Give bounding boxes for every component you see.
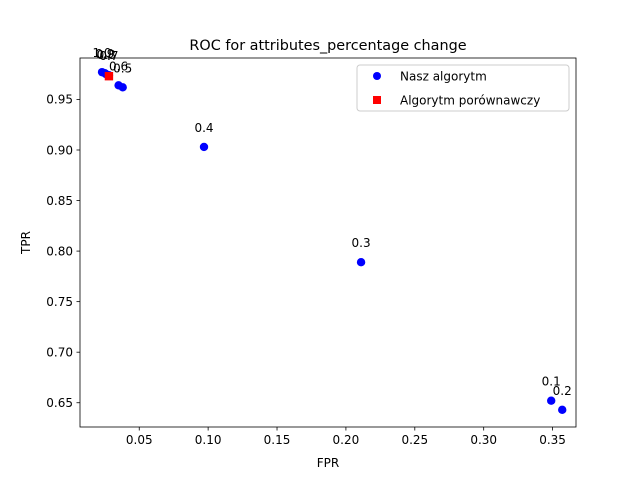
y-tick-label: 0.65 bbox=[46, 396, 73, 410]
series-1 bbox=[104, 71, 114, 81]
data-point-circle bbox=[97, 67, 107, 77]
point-annotation: 0.1 bbox=[542, 375, 561, 389]
y-tick-label: 0.95 bbox=[46, 93, 73, 107]
point-annotation: 0.2 bbox=[553, 384, 572, 398]
data-point-circle bbox=[558, 405, 567, 415]
x-tick-label: 0.10 bbox=[195, 433, 222, 447]
x-tick-label: 0.20 bbox=[333, 433, 360, 447]
data-point-square bbox=[104, 71, 114, 81]
plot-area: 0.10.20.30.40.50.60.70.80.91.0 bbox=[92, 46, 572, 415]
axes-frame bbox=[79, 57, 577, 428]
point-annotation: 0.3 bbox=[352, 236, 371, 250]
data-point-circle bbox=[547, 396, 556, 405]
series-0: 0.10.20.30.40.50.60.70.80.91.0 bbox=[92, 46, 572, 415]
point-annotation: 0.8 bbox=[97, 48, 116, 62]
legend-box bbox=[356, 64, 570, 112]
data-point-circle bbox=[356, 258, 366, 267]
x-axis-ticks: 0.05 0.10 0.15 0.20 0.25 0.30 0.35 bbox=[126, 427, 566, 447]
y-tick-label: 0.75 bbox=[46, 295, 73, 309]
data-point-circle bbox=[199, 142, 209, 152]
y-tick-label: 0.80 bbox=[46, 244, 73, 258]
point-annotation: 1.0 bbox=[92, 46, 111, 60]
legend-marker-nasz-algorytm bbox=[373, 72, 381, 80]
y-axis-label: TPR bbox=[19, 231, 33, 255]
y-tick-label: 0.90 bbox=[46, 143, 73, 157]
point-annotation: 0.6 bbox=[109, 59, 128, 73]
legend: Nasz algorytm Algorytm porównawczy bbox=[356, 64, 570, 112]
x-tick-label: 0.25 bbox=[401, 433, 428, 447]
legend-label-nasz-algorytm: Nasz algorytm bbox=[400, 70, 487, 84]
y-tick-label: 0.70 bbox=[46, 345, 73, 359]
data-point-circle bbox=[114, 81, 123, 90]
legend-label-algorytm-porownawczy: Algorytm porównawczy bbox=[400, 94, 540, 108]
chart-title: ROC for attributes_percentage change bbox=[189, 38, 466, 54]
y-axis-ticks: 0.65 0.70 0.75 0.80 0.85 0.90 0.95 bbox=[46, 93, 80, 410]
point-annotation: 0.5 bbox=[113, 61, 132, 75]
x-tick-label: 0.05 bbox=[126, 433, 153, 447]
x-tick-label: 0.15 bbox=[264, 433, 291, 447]
y-tick-label: 0.85 bbox=[46, 194, 73, 208]
x-tick-label: 0.35 bbox=[539, 433, 566, 447]
point-annotation: 0.7 bbox=[99, 49, 118, 63]
point-annotation: 0.4 bbox=[194, 121, 213, 135]
x-axis-label: FPR bbox=[317, 456, 339, 470]
x-tick-label: 0.30 bbox=[470, 433, 497, 447]
legend-marker-algorytm-porownawczy bbox=[373, 96, 381, 104]
